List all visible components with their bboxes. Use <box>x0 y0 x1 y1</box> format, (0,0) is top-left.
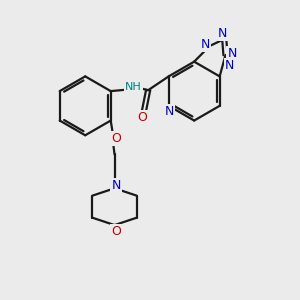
Text: O: O <box>137 111 147 124</box>
Text: O: O <box>111 225 121 238</box>
Text: N: N <box>225 59 235 72</box>
Text: N: N <box>165 105 174 118</box>
Text: N: N <box>227 47 237 60</box>
Text: N: N <box>111 179 121 192</box>
Text: NH: NH <box>125 82 142 92</box>
Text: O: O <box>111 132 121 145</box>
Text: N: N <box>218 27 227 40</box>
Text: N: N <box>201 38 210 51</box>
